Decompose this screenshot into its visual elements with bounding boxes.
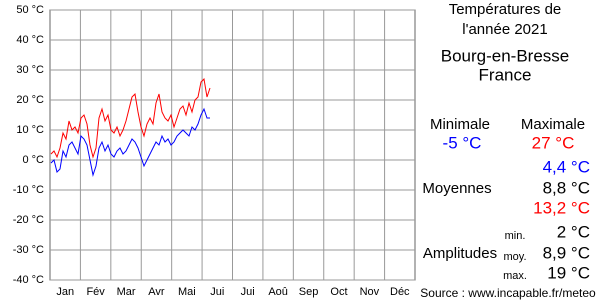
- y-tick-label: -20 °C: [13, 214, 44, 226]
- city: Bourg-en-Bresse: [441, 46, 570, 65]
- x-tick-label: Mai: [178, 286, 196, 298]
- x-tick-label: Aoû: [268, 286, 288, 298]
- amp-max-label: max.: [503, 270, 527, 282]
- amplitudes-label: Amplitudes: [423, 245, 497, 262]
- min-label: Minimale: [430, 116, 490, 133]
- x-tick-label: Avr: [148, 286, 165, 298]
- y-tick-label: 40 °C: [16, 34, 44, 46]
- x-tick-label: Déc: [390, 286, 410, 298]
- x-tick-label: Jan: [56, 286, 74, 298]
- mean-all: 8,8 °C: [543, 178, 590, 197]
- means-label: Moyennes: [422, 180, 491, 197]
- x-tick-label: Mar: [117, 286, 136, 298]
- y-tick-label: 0 °C: [22, 154, 44, 166]
- x-tick-label: Nov: [360, 286, 380, 298]
- y-tick-label: -40 °C: [13, 274, 44, 286]
- amp-mean: 8,9 °C: [543, 243, 590, 262]
- max-value: 27 °C: [532, 133, 575, 152]
- temperature-line: [50, 107, 210, 177]
- source: Source : www.incapable.fr/meteo: [420, 286, 596, 300]
- amp-max: 19 °C: [547, 263, 590, 282]
- y-tick-label: 20 °C: [16, 94, 44, 106]
- max-label: Maximale: [521, 116, 585, 133]
- y-tick-label: 30 °C: [16, 64, 44, 76]
- min-value: -5 °C: [443, 133, 482, 152]
- x-tick-label: Oct: [330, 286, 347, 298]
- x-tick-label: Jui: [210, 286, 224, 298]
- y-tick-label: -30 °C: [13, 244, 44, 256]
- temperature-line: [50, 77, 211, 159]
- x-tick-label: Jui: [241, 286, 255, 298]
- mean-max: 13,2 °C: [533, 198, 590, 217]
- mean-min: 4,4 °C: [543, 157, 590, 176]
- country: France: [479, 65, 532, 84]
- x-tick-label: Sep: [299, 286, 319, 298]
- y-tick-label: -10 °C: [13, 184, 44, 196]
- amp-mean-label: moy.: [503, 251, 526, 263]
- y-tick-label: 50 °C: [16, 4, 44, 16]
- title: l'année 2021: [462, 21, 547, 38]
- amp-min-label: min.: [505, 230, 526, 242]
- x-tick-label: Fév: [86, 286, 105, 298]
- title: Températures de: [449, 1, 562, 18]
- amp-min: 2 °C: [557, 222, 590, 241]
- y-tick-label: 10 °C: [16, 124, 44, 136]
